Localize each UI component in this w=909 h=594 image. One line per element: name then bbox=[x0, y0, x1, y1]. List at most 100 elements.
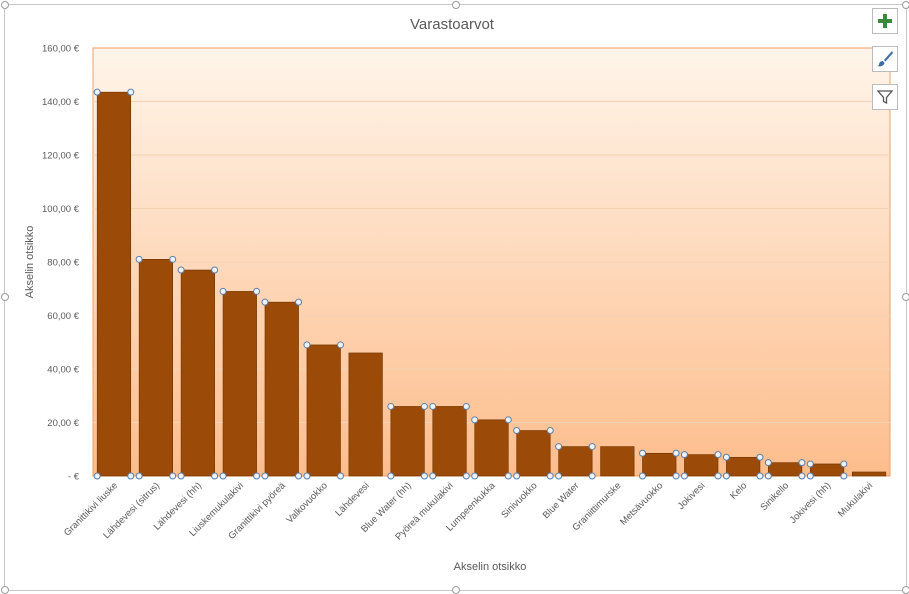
bar[interactable] bbox=[306, 344, 341, 477]
selection-marker[interactable] bbox=[303, 341, 311, 349]
selection-marker[interactable] bbox=[555, 443, 563, 451]
selection-marker[interactable] bbox=[295, 472, 303, 480]
selection-marker[interactable] bbox=[672, 449, 680, 457]
selection-marker[interactable] bbox=[680, 472, 688, 480]
selection-marker[interactable] bbox=[588, 443, 596, 451]
selection-marker[interactable] bbox=[211, 266, 219, 274]
x-tick-label: Mukulakivi bbox=[836, 480, 875, 519]
selection-marker[interactable] bbox=[429, 472, 437, 480]
selection-marker[interactable] bbox=[722, 472, 730, 480]
brush-icon bbox=[877, 51, 893, 67]
resize-handle-left[interactable] bbox=[1, 293, 9, 301]
selection-marker[interactable] bbox=[177, 266, 185, 274]
selection-marker[interactable] bbox=[211, 472, 219, 480]
selection-marker[interactable] bbox=[756, 472, 764, 480]
selection-marker[interactable] bbox=[806, 460, 814, 468]
selection-marker[interactable] bbox=[336, 341, 344, 349]
bar[interactable] bbox=[768, 462, 803, 477]
selection-marker[interactable] bbox=[253, 287, 261, 295]
bar[interactable] bbox=[684, 454, 719, 477]
bar[interactable] bbox=[180, 269, 215, 477]
selection-marker[interactable] bbox=[169, 255, 177, 263]
resize-handle-top-left[interactable] bbox=[1, 1, 9, 9]
selection-marker[interactable] bbox=[462, 472, 470, 480]
chart-filters-button[interactable] bbox=[872, 84, 898, 110]
selection-marker[interactable] bbox=[672, 472, 680, 480]
selection-marker[interactable] bbox=[387, 402, 395, 410]
selection-marker[interactable] bbox=[219, 472, 227, 480]
selection-marker[interactable] bbox=[93, 472, 101, 480]
selection-marker[interactable] bbox=[429, 402, 437, 410]
data-series[interactable] bbox=[96, 91, 887, 477]
resize-handle-top[interactable] bbox=[452, 1, 460, 9]
selection-marker[interactable] bbox=[513, 472, 521, 480]
selection-marker[interactable] bbox=[253, 472, 261, 480]
bar[interactable] bbox=[264, 301, 299, 477]
selection-marker[interactable] bbox=[462, 402, 470, 410]
selection-marker[interactable] bbox=[177, 472, 185, 480]
selection-marker[interactable] bbox=[93, 88, 101, 96]
selection-marker[interactable] bbox=[127, 472, 135, 480]
selection-marker[interactable] bbox=[420, 472, 428, 480]
bar[interactable] bbox=[138, 259, 174, 477]
selection-marker[interactable] bbox=[219, 287, 227, 295]
selection-marker[interactable] bbox=[336, 472, 344, 480]
bar[interactable] bbox=[432, 406, 467, 477]
selection-marker[interactable] bbox=[261, 298, 269, 306]
bar[interactable] bbox=[390, 406, 425, 477]
selection-marker[interactable] bbox=[546, 472, 554, 480]
selection-marker[interactable] bbox=[639, 449, 647, 457]
selection-marker[interactable] bbox=[806, 472, 814, 480]
selection-marker[interactable] bbox=[756, 453, 764, 461]
bar[interactable] bbox=[642, 452, 677, 477]
selection-marker[interactable] bbox=[127, 88, 135, 96]
y-axis-title[interactable]: Akselin otsikko bbox=[24, 226, 36, 299]
y-axis-tick-labels: - € 20,00 € 40,00 € 60,00 € 80,00 € 100,00 € 1… bbox=[42, 44, 80, 483]
bar[interactable] bbox=[726, 456, 761, 477]
selection-marker[interactable] bbox=[639, 472, 647, 480]
selection-marker[interactable] bbox=[714, 451, 722, 459]
selection-marker[interactable] bbox=[588, 472, 596, 480]
selection-marker[interactable] bbox=[546, 427, 554, 435]
selection-marker[interactable] bbox=[420, 402, 428, 410]
selection-marker[interactable] bbox=[680, 451, 688, 459]
selection-marker[interactable] bbox=[714, 472, 722, 480]
selection-marker[interactable] bbox=[798, 472, 806, 480]
bar[interactable] bbox=[600, 446, 635, 477]
selection-marker[interactable] bbox=[840, 472, 848, 480]
selection-marker[interactable] bbox=[295, 298, 303, 306]
bar[interactable] bbox=[851, 471, 887, 477]
selection-marker[interactable] bbox=[135, 472, 143, 480]
y-tick-label: 100,00 € bbox=[42, 204, 80, 215]
chart-elements-button[interactable] bbox=[872, 8, 898, 34]
selection-marker[interactable] bbox=[261, 472, 269, 480]
resize-handle-top-right[interactable] bbox=[902, 1, 909, 9]
selection-marker[interactable] bbox=[555, 472, 563, 480]
resize-handle-right[interactable] bbox=[902, 293, 909, 301]
selection-marker[interactable] bbox=[504, 416, 512, 424]
selection-marker[interactable] bbox=[471, 416, 479, 424]
bar[interactable] bbox=[516, 430, 551, 477]
selection-marker[interactable] bbox=[387, 472, 395, 480]
selection-marker[interactable] bbox=[471, 472, 479, 480]
selection-marker[interactable] bbox=[513, 427, 521, 435]
selection-marker[interactable] bbox=[504, 472, 512, 480]
selection-marker[interactable] bbox=[840, 460, 848, 468]
selection-marker[interactable] bbox=[798, 459, 806, 467]
bar[interactable] bbox=[809, 463, 845, 477]
selection-marker[interactable] bbox=[135, 255, 143, 263]
chart-styles-button[interactable] bbox=[872, 46, 898, 72]
selection-marker[interactable] bbox=[764, 459, 772, 467]
bar[interactable] bbox=[96, 91, 132, 477]
selection-marker[interactable] bbox=[722, 453, 730, 461]
bar[interactable] bbox=[474, 419, 509, 477]
selection-marker[interactable] bbox=[169, 472, 177, 480]
y-tick-label: 120,00 € bbox=[42, 151, 80, 162]
x-axis-title[interactable]: Akselin otsikko bbox=[454, 561, 527, 573]
bar[interactable] bbox=[348, 352, 383, 477]
chart-title[interactable]: Varastoarvot bbox=[410, 16, 495, 33]
bar[interactable] bbox=[222, 291, 257, 477]
bar[interactable] bbox=[558, 446, 593, 477]
selection-marker[interactable] bbox=[303, 472, 311, 480]
selection-marker[interactable] bbox=[764, 472, 772, 480]
